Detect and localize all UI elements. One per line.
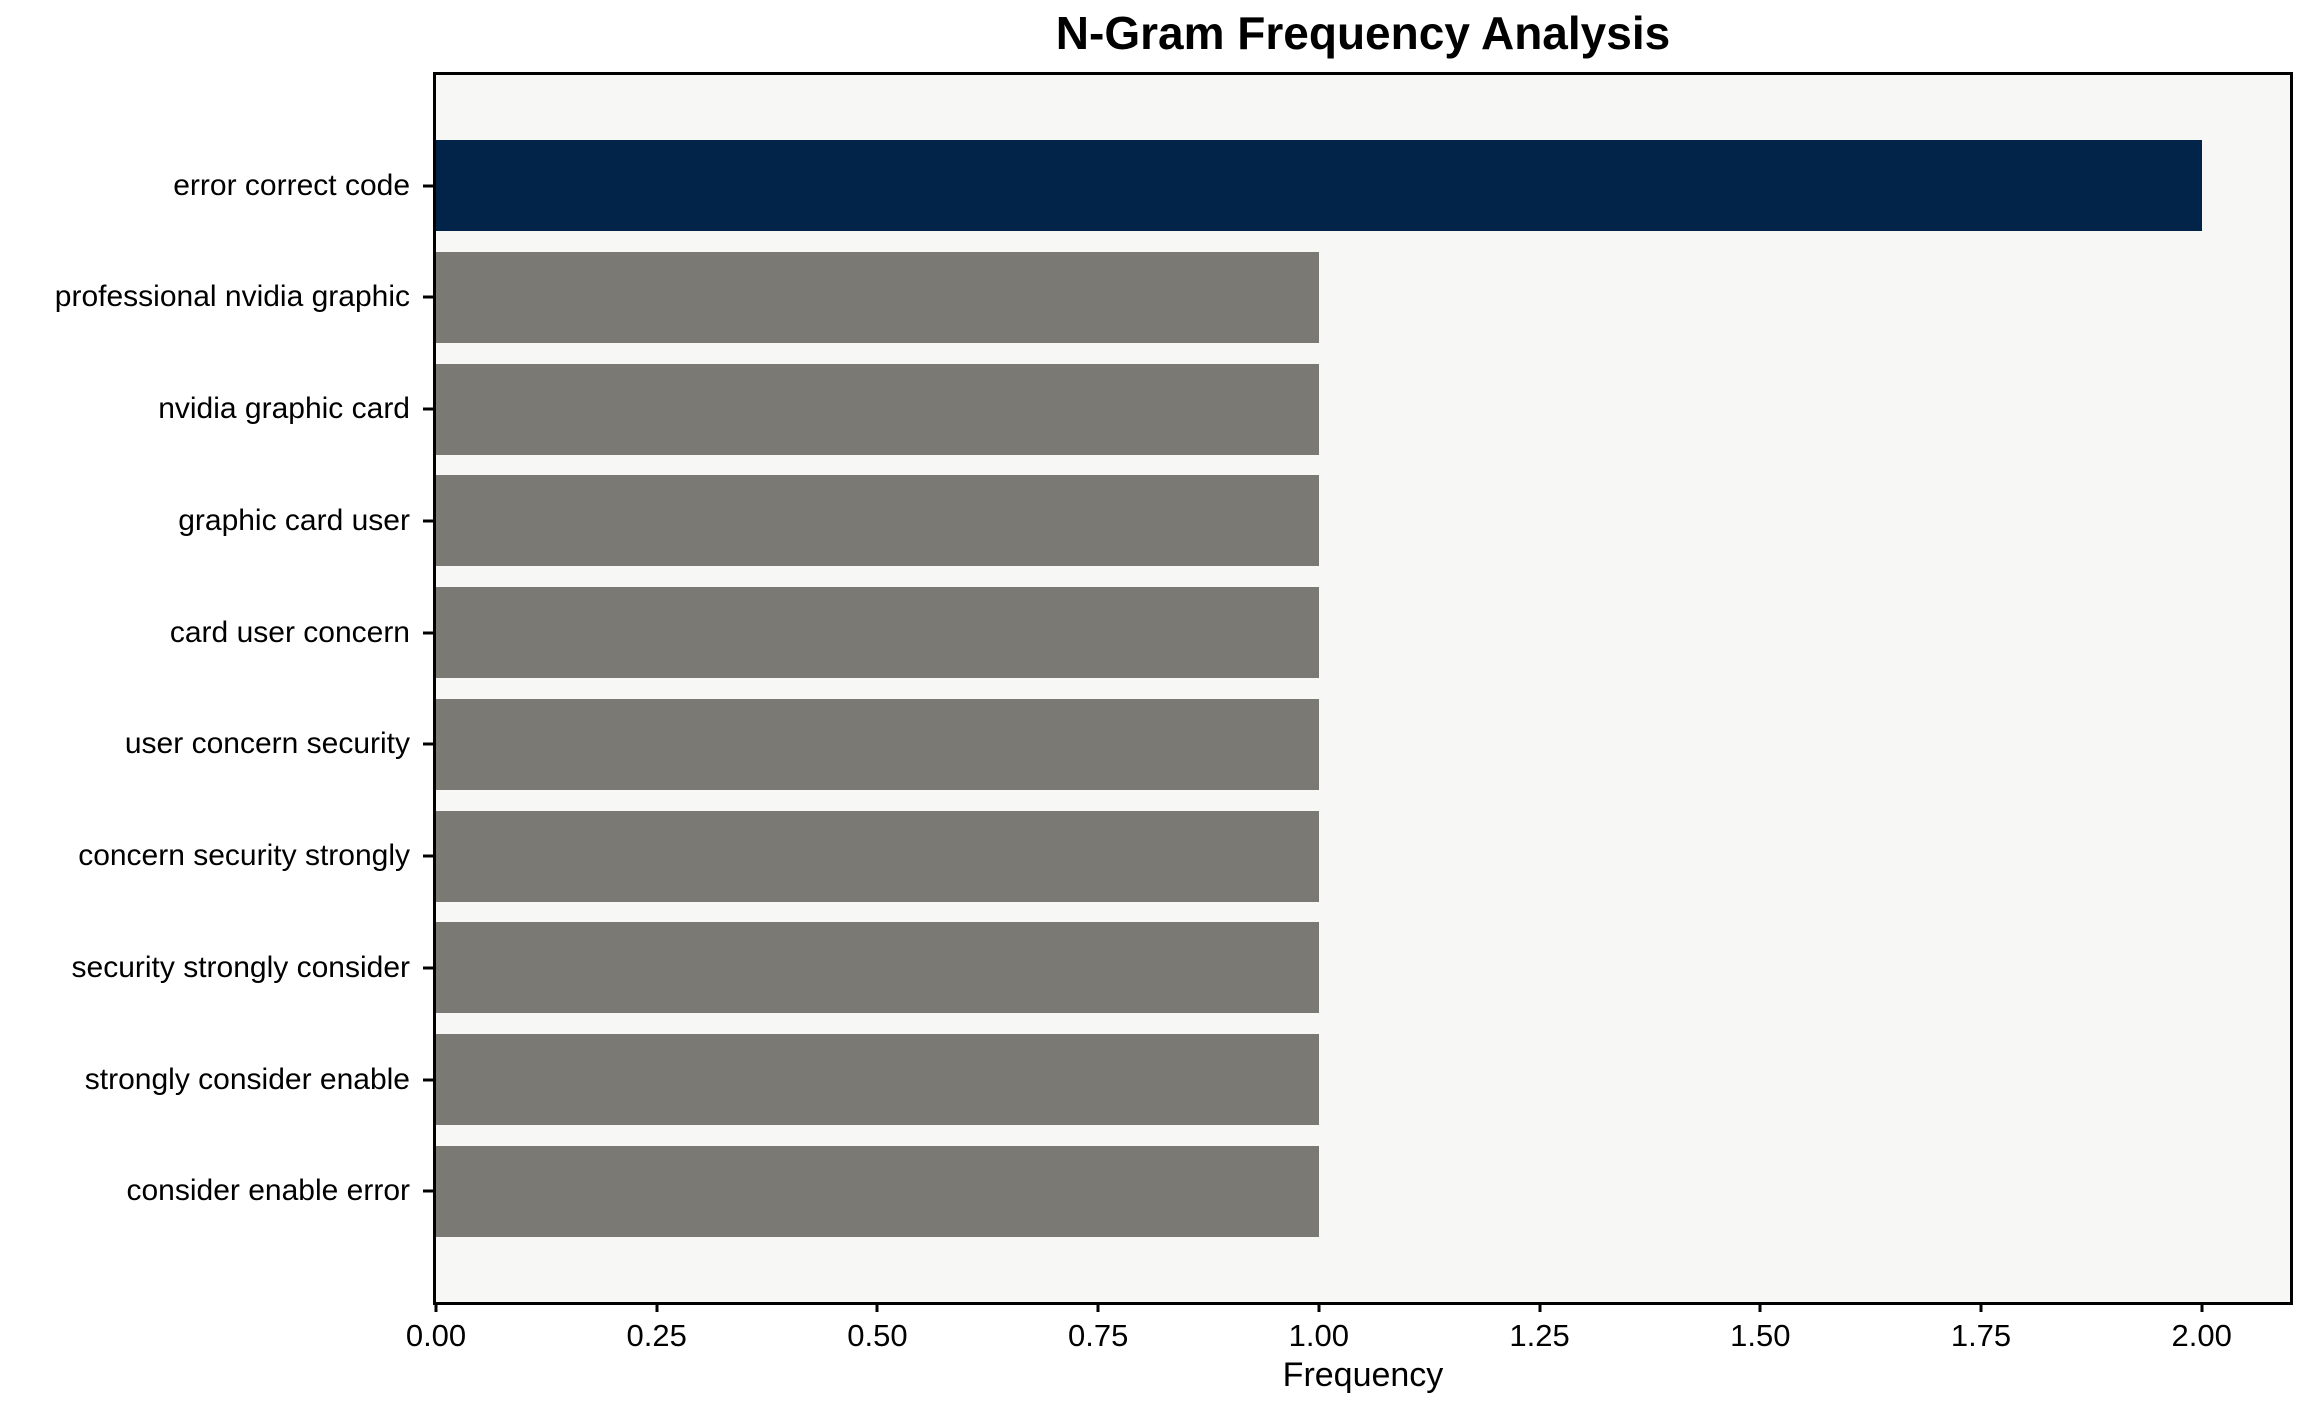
x-tick-label: 1.25 (1509, 1318, 1570, 1353)
x-tick-label: 0.75 (1067, 1318, 1129, 1353)
y-tick (423, 854, 433, 858)
y-axis-label: error correct code (173, 168, 410, 202)
x-tick (1096, 1302, 1100, 1312)
bar-row: card user concern (170, 577, 2290, 688)
bar-row: user concern security (125, 689, 2290, 800)
bar-row: security strongly consider (72, 912, 2290, 1023)
y-axis-label: card user concern (169, 615, 410, 649)
y-tick (423, 184, 433, 187)
y-tick (423, 1078, 433, 1082)
bar-row: concern security strongly (78, 801, 2290, 912)
y-axis-label: security strongly consider (71, 950, 410, 984)
bar (436, 363, 1319, 455)
bar-row: error correct code (173, 130, 2290, 241)
y-axis-label: professional nvidia graphic (54, 280, 410, 314)
bar (436, 1145, 1319, 1237)
bar-row: professional nvidia graphic (55, 242, 2290, 353)
x-tick (1979, 1302, 1983, 1312)
bar (436, 810, 1319, 902)
y-tick (423, 966, 433, 970)
x-tick (1758, 1302, 1762, 1312)
y-axis-label: consider enable error (126, 1174, 411, 1208)
y-tick (423, 742, 433, 746)
x-tick-label: 0.00 (405, 1318, 467, 1353)
bar (436, 922, 1319, 1014)
bar (436, 475, 1319, 567)
y-axis-label: graphic card user (178, 503, 410, 537)
x-tick (434, 1302, 438, 1312)
bar-row: nvidia graphic card (158, 354, 2290, 465)
bar (436, 587, 1319, 679)
x-tick-label: 0.50 (847, 1318, 908, 1353)
plot-area: error correct code professional nvidia gr… (55, 72, 2293, 1353)
y-tick (423, 295, 433, 299)
bar (436, 698, 1319, 790)
x-tick (875, 1302, 879, 1312)
y-tick (423, 407, 433, 411)
x-tick-label: 1.00 (1288, 1318, 1350, 1353)
x-tick-label: 1.50 (1730, 1318, 1791, 1353)
y-axis-label: nvidia graphic card (158, 392, 410, 426)
y-tick (423, 1189, 433, 1193)
x-tick-label: 2.00 (2171, 1318, 2232, 1353)
chart-title: N-Gram Frequency Analysis (1055, 7, 1671, 59)
bar-row: consider enable error (127, 1136, 2290, 1247)
bars-container: error correct code professional nvidia gr… (55, 130, 2290, 1247)
x-tick-label: 0.25 (626, 1318, 687, 1353)
x-axis-label: Frequency (1282, 1356, 1444, 1394)
bar (436, 251, 1319, 343)
bar-row: graphic card user (178, 465, 2290, 576)
y-tick (423, 519, 433, 523)
x-tick (655, 1302, 659, 1312)
x-tick-label: 1.75 (1950, 1318, 2012, 1353)
y-tick (423, 631, 433, 635)
y-axis-label: concern security strongly (78, 839, 410, 873)
x-tick (2200, 1302, 2204, 1312)
bar-row: strongly consider enable (85, 1024, 2290, 1135)
x-tick (1538, 1302, 1542, 1312)
x-tick (1317, 1302, 1321, 1312)
bar (436, 140, 2202, 231)
y-axis-label: user concern security (124, 727, 410, 761)
bar (436, 1034, 1319, 1126)
y-axis-label: strongly consider enable (84, 1062, 410, 1096)
